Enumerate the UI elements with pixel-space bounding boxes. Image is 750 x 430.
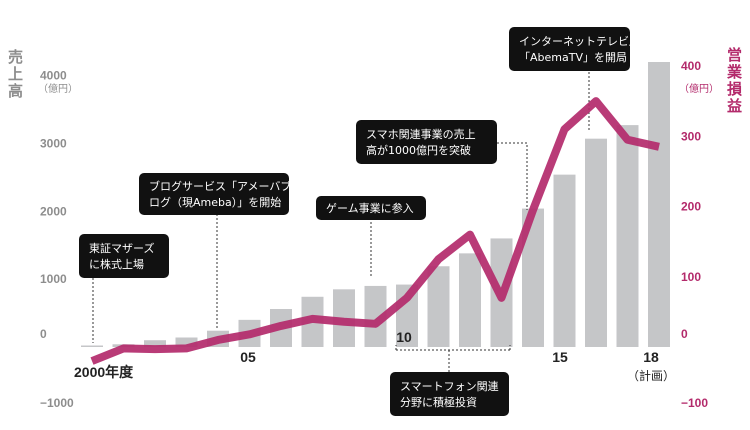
left-tick-label: 1000	[40, 272, 67, 286]
left-tick-label: 3000	[40, 136, 67, 150]
x-tick-label: 2000年度	[74, 364, 134, 380]
annotation-text-line: スマートフォン関連	[400, 379, 499, 393]
annotation-text-line: ブログサービス「アメーバブ	[149, 179, 291, 193]
right-tick-label: 300	[681, 129, 701, 143]
bar-2011	[427, 266, 450, 347]
bar-2009	[364, 285, 387, 347]
left-tick-label: 4000	[40, 69, 67, 83]
bar-2002	[144, 340, 166, 347]
left-tick-label: 2000	[40, 204, 67, 218]
right-axis-unit: （億円）	[679, 82, 719, 95]
annotation-box-bg	[139, 173, 289, 215]
right-axis-ticks: 400 300 200 100 0 −100	[681, 59, 708, 410]
annotation-leader-5	[395, 345, 511, 373]
x-axis-ticks: 2000年度 05 10 15 18 （計画）	[74, 329, 675, 383]
annotation-text-line: に株式上場	[89, 257, 144, 271]
right-axis-title-text: 営業損益	[726, 46, 743, 115]
x-tick-sublabel: （計画）	[627, 368, 675, 383]
annotation-leaders	[92, 72, 590, 373]
annotation-text-line: インターネットテレビ局	[519, 35, 640, 48]
bar-2000	[81, 345, 103, 347]
right-tick-label: 400	[681, 59, 701, 73]
annotation-text-line: スマホ関連事業の売上	[366, 127, 476, 141]
left-axis-ticks: 4000 3000 2000 1000 0 −1000	[40, 69, 74, 410]
left-axis-unit: （億円）	[38, 82, 78, 95]
bar-2016	[585, 138, 607, 347]
left-tick-label: 0	[40, 327, 47, 341]
annotation-text-line: 高が1000億円を突破	[366, 143, 471, 157]
annotation-text-line: ゲーム事業に参入	[326, 201, 414, 215]
right-tick-label: 100	[681, 270, 701, 284]
x-tick-label: 18	[643, 349, 659, 365]
annotation-text-line: 東証マザーズ	[89, 241, 154, 255]
bar-2018	[648, 62, 670, 347]
operating-profit-line	[90, 97, 660, 365]
x-tick-label: 05	[240, 349, 256, 365]
annotation-box-bg	[390, 372, 509, 416]
annotation-box-bg	[316, 196, 426, 220]
right-axis-title: 営業損益	[726, 46, 743, 115]
x-tick-label: 10	[396, 329, 412, 345]
annotation-box-2: ゲーム事業に参入	[316, 196, 426, 220]
right-tick-label: −100	[681, 396, 708, 410]
line-series	[90, 97, 660, 365]
left-axis-title-text: 売上高	[8, 48, 23, 100]
annotation-box-bg	[509, 27, 630, 71]
bar-2014	[522, 208, 544, 347]
right-tick-label: 200	[681, 200, 701, 214]
annotation-leader-3	[497, 142, 528, 210]
annotation-box-bg	[356, 120, 497, 164]
annotation-text-line: ログ（現Ameba）」を開始	[149, 195, 281, 209]
bar-2003	[175, 337, 198, 347]
annotation-text-line: 「AbemaTV」を開局	[519, 51, 627, 64]
x-tick-label: 15	[552, 349, 568, 365]
right-tick-label: 0	[681, 327, 688, 341]
bar-series	[81, 62, 670, 347]
annotation-text-line: 分野に積極投資	[400, 395, 477, 409]
left-axis-title: 売上高	[8, 48, 23, 100]
bar-2017	[616, 125, 639, 347]
annotation-box-bg	[79, 234, 169, 278]
left-tick-label: −1000	[40, 396, 74, 410]
annotation-box-4: インターネットテレビ局「AbemaTV」を開局	[509, 27, 640, 71]
bar-2015	[553, 174, 576, 347]
bar-2012	[459, 253, 481, 347]
